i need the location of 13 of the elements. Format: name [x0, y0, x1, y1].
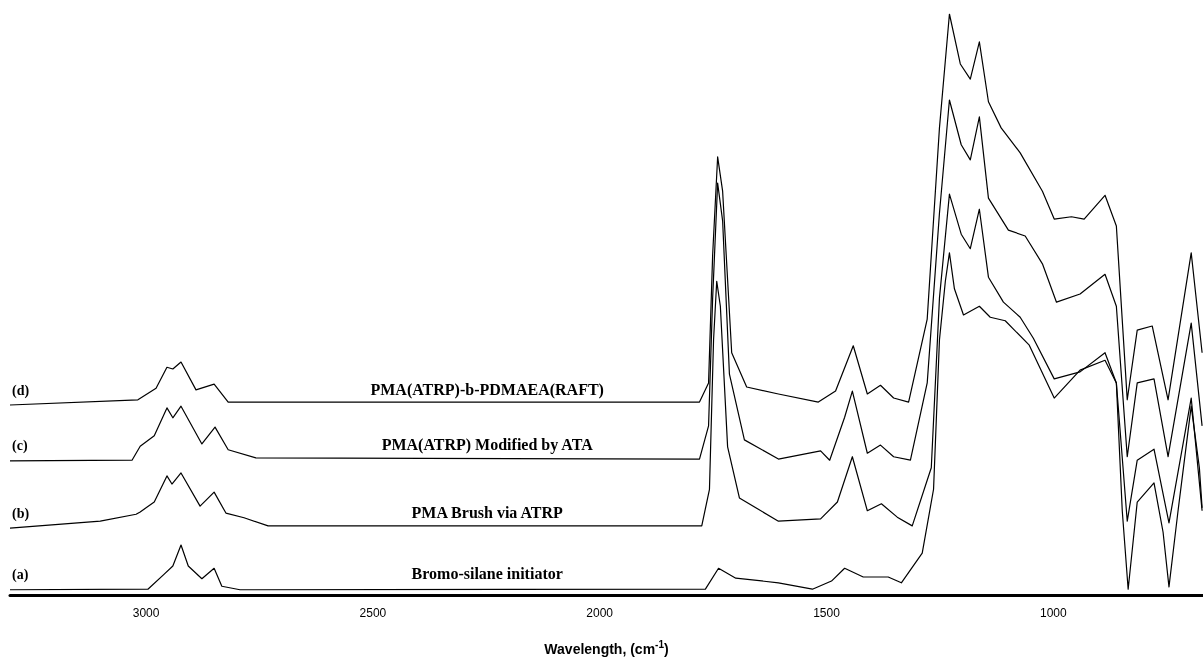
annotation: (d): [12, 382, 30, 399]
series-label: PMA Brush via ATRP: [411, 503, 564, 521]
annotation: (b): [12, 505, 30, 522]
x-tick-label: 1000: [1039, 606, 1067, 620]
annotation: (c): [12, 438, 28, 455]
x-tick-label: 3000: [132, 606, 160, 620]
series-label: PMA(ATRP)-b-PDMAEA(RAFT): [370, 380, 604, 399]
series-label: Bromo-silane initiator: [411, 565, 563, 583]
x-tick-label: 2000: [586, 606, 614, 620]
x-tick-label: 1500: [813, 606, 841, 620]
annotation: (a): [12, 567, 29, 584]
x-tick-label: 2500: [359, 606, 387, 620]
series-label: PMA(ATRP) Modified by ATA: [381, 436, 594, 455]
